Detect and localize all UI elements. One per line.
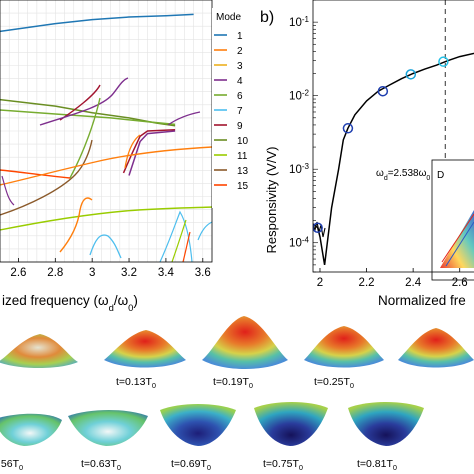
inset-label: D xyxy=(437,170,444,181)
panel-a-legend: Mode 1 2 3 4 6 7 9 10 11 13 15 xyxy=(212,8,272,208)
mode-shape-1 xyxy=(0,334,78,368)
legend-entry: 4 xyxy=(214,76,243,87)
legend-title: Mode xyxy=(216,12,241,23)
mode-shape-4 xyxy=(304,326,384,368)
legend-label: 11 xyxy=(237,151,248,162)
legend-entry: 2 xyxy=(214,46,243,57)
legend-label: 3 xyxy=(237,61,243,72)
legend-label: 7 xyxy=(237,106,243,117)
time-label: .56T0 xyxy=(0,458,24,473)
data-marker xyxy=(405,69,417,80)
legend-entry: 10 xyxy=(214,136,249,147)
mode-shape-7 xyxy=(68,410,148,446)
mode-1-curve xyxy=(0,13,194,33)
mode-shapes-row-2 xyxy=(0,402,424,446)
legend-entry: 3 xyxy=(214,61,243,72)
mode-shape-2 xyxy=(104,330,186,368)
responsivity-curve xyxy=(313,52,474,266)
x-tick-label: 3.6 xyxy=(195,267,211,279)
legend-entry: 7 xyxy=(214,106,243,117)
legend-label: 13 xyxy=(237,166,249,177)
panel-b-y-tick-labels: 10-1 10-2 10-3 10-4 xyxy=(289,15,309,250)
mode-shape-9 xyxy=(254,402,328,446)
legend-label: 10 xyxy=(237,136,249,147)
legend-entry: 11 xyxy=(214,151,248,162)
x-tick-label: 2.2 xyxy=(359,277,375,289)
y-tick-label: 10-2 xyxy=(289,88,309,103)
time-label: t=0.81T0 xyxy=(357,458,397,473)
panel-a-x-tick-labels: 2.6 2.8 3 3.2 3.4 3.6 xyxy=(10,258,211,279)
legend-label: 4 xyxy=(237,76,243,87)
mode-shape-6 xyxy=(0,413,62,446)
panel-b-annotation: ωd=2.538ω0 xyxy=(376,168,430,182)
legend-label: 6 xyxy=(237,91,243,102)
panel-a-grid xyxy=(0,0,212,263)
x-tick-label: 2.6 xyxy=(10,267,26,279)
data-marker xyxy=(438,56,449,67)
legend-entry: 6 xyxy=(214,91,243,102)
time-label: t=0.19T0 xyxy=(213,376,253,391)
legend-entry: 1 xyxy=(214,31,243,42)
panel-b-axes-frame xyxy=(312,0,474,273)
panel-a-x-axis-label: ized frequency (ωd/ω0) xyxy=(2,293,138,314)
panel-a-minor-curves xyxy=(0,77,212,263)
time-label: t=0.25T0 xyxy=(314,376,354,391)
legend-label: 15 xyxy=(237,181,249,192)
time-label: t=0.63T0 xyxy=(81,458,121,473)
time-label: t=0.75T0 xyxy=(263,458,303,473)
y-tick-label: 10-4 xyxy=(289,235,309,250)
legend-entry: 13 xyxy=(214,166,249,177)
x-tick-label: 2 xyxy=(317,277,323,289)
time-label: t=0.69T0 xyxy=(171,458,211,473)
panel-b-y-axis-label: Responsivity (V/V) xyxy=(264,147,279,254)
panel-b-x-axis-label: Normalized fre xyxy=(378,293,466,308)
mode-4-curve xyxy=(128,130,176,176)
mode-shape-5 xyxy=(398,328,474,368)
legend-label: 1 xyxy=(237,31,243,42)
mode-shape-3 xyxy=(202,316,288,369)
legend-entry: 9 xyxy=(214,121,243,132)
panel-b-label: b) xyxy=(260,9,274,26)
time-label: t=0.13T0 xyxy=(116,376,156,391)
data-marker xyxy=(342,123,354,134)
panel-b-responsivity-chart: b) D 2 2.2 2.4 2.6 10-1 10-2 10-3 10-4 Respons… xyxy=(260,0,474,308)
panel-b-grid xyxy=(313,0,318,273)
x-tick-label: 3 xyxy=(89,267,95,279)
mode-6-curve xyxy=(0,109,176,126)
mode-shape-8 xyxy=(160,404,236,446)
panel-a-mode-frequency-chart: 2.6 2.8 3 3.2 3.4 3.6 ized frequency (ωd/ω0) … xyxy=(0,0,272,314)
y-tick-label: 10-3 xyxy=(289,162,309,177)
panel-a-series xyxy=(0,13,194,176)
mode-shape-10 xyxy=(348,402,424,446)
x-tick-label: 3.2 xyxy=(121,267,137,279)
mode-shapes-row-1 xyxy=(0,316,474,369)
panel-b-inset: D xyxy=(431,159,474,281)
panel-b-markers xyxy=(313,56,449,233)
legend-label: 2 xyxy=(237,46,243,57)
data-marker xyxy=(377,85,389,97)
x-tick-label: 3.4 xyxy=(158,267,175,279)
mode-9-curve xyxy=(122,128,176,174)
legend-label: 9 xyxy=(237,121,243,132)
legend-entry: 15 xyxy=(214,181,249,192)
y-tick-label: 10-1 xyxy=(289,15,309,30)
x-tick-label: 2.6 xyxy=(452,277,468,289)
x-tick-label: 2.4 xyxy=(405,277,422,289)
x-tick-label: 2.8 xyxy=(47,267,63,279)
panel-b-x-tick-labels: 2 2.2 2.4 2.6 xyxy=(317,268,468,289)
